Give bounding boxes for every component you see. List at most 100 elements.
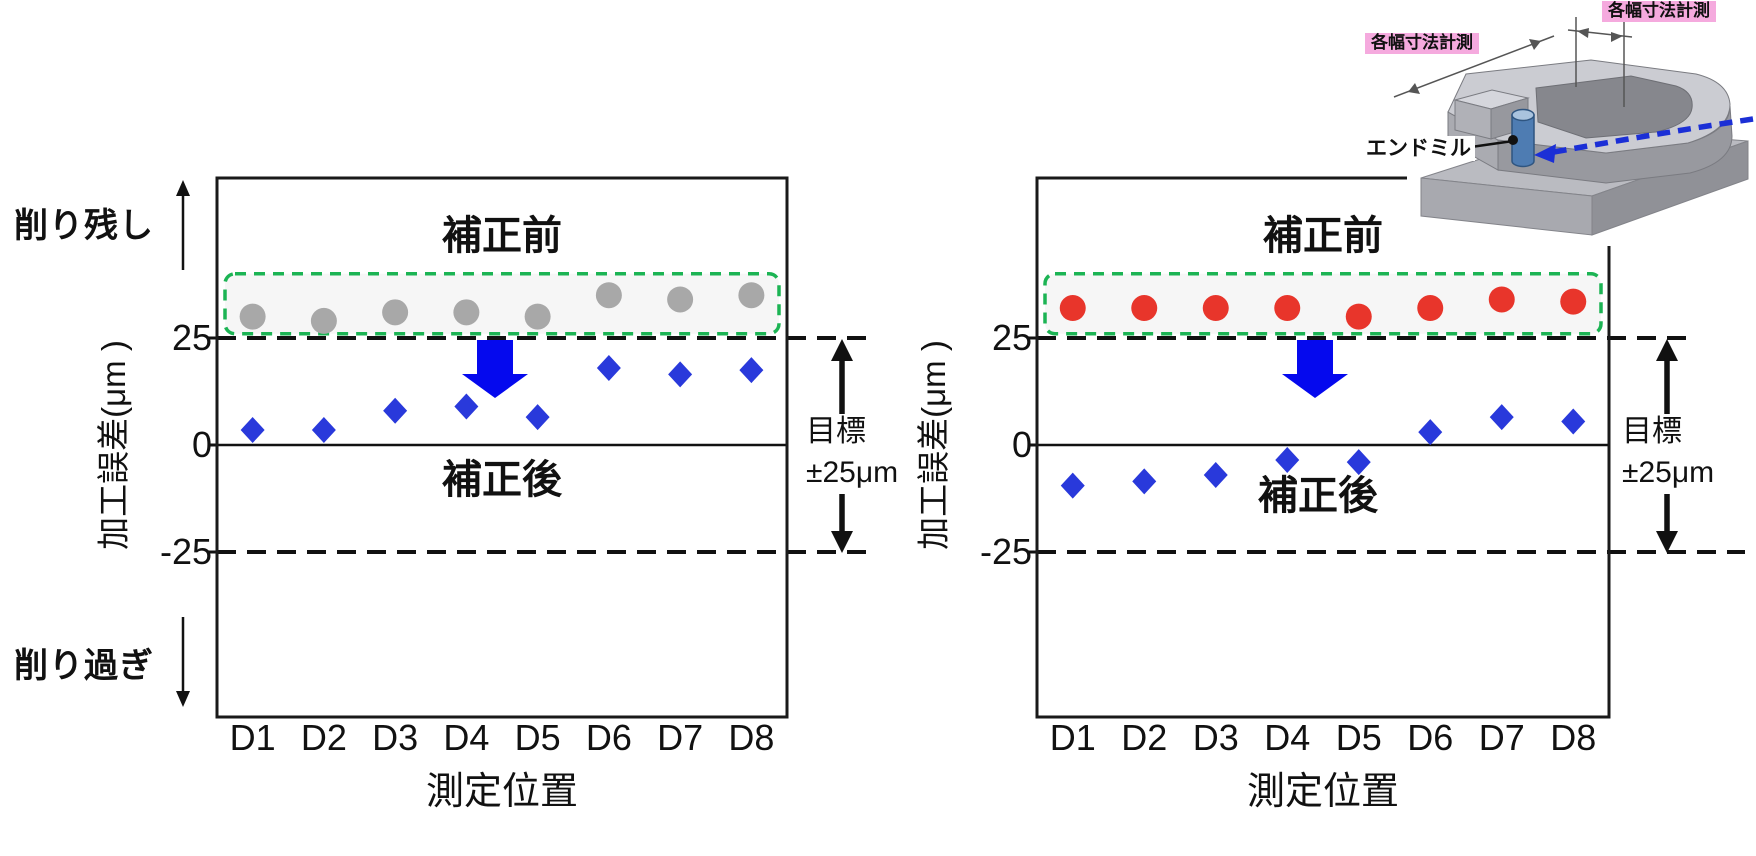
data-point-before-D4 [1274,295,1301,322]
data-point-after-D7 [668,361,693,388]
y-tick-label: 25 [992,317,1032,358]
target-arrowhead-down-icon [831,531,853,553]
x-tick-label: D4 [1264,717,1310,758]
data-point-after-D8 [1561,408,1586,435]
target-arrowhead-down-icon [1656,531,1678,553]
endmill-label: エンドミル [1362,136,1475,162]
x-tick-label: D8 [1550,717,1596,758]
x-tick-label: D1 [1050,717,1096,758]
dimension-arrowhead-left-end [1529,39,1541,50]
target-arrow-lower-shaft [1664,494,1670,534]
workpiece-3d-render [1393,10,1756,246]
data-point-before-D8 [738,282,765,309]
overcut-material-label: 削り過ぎ [14,647,154,685]
data-point-after-D6 [596,354,621,381]
plot-frame [215,176,789,719]
target-label-line2: ±25μm [806,456,898,489]
data-point-before-D7 [667,286,694,313]
uncut-arrowhead-up-icon [176,180,190,196]
target-label-line1: 目標 [1622,415,1682,448]
x-tick-label: D3 [1193,717,1239,758]
x-tick-label: D6 [1407,717,1453,758]
endmill-cylinder-top [1511,108,1535,122]
x-tick-label: D2 [1121,717,1167,758]
target-label-line1: 目標 [806,415,866,448]
x-tick-label: D3 [372,717,418,758]
chart-title-before: 補正前 [442,214,562,258]
overcut-arrowhead-down-icon [176,691,190,707]
target-arrowhead-up-icon [831,339,853,361]
target-arrow-upper-shaft [839,358,845,414]
y-tick-label: 25 [172,317,212,358]
data-point-before-D4 [453,299,480,326]
dimension-arrowhead-top-start [1577,28,1589,38]
endmill-leader-dot [1508,135,1518,145]
y-axis-title: 加工誤差(μm ) [915,340,952,550]
data-point-before-D8 [1560,288,1587,315]
dimension-arrowhead-top-end [1611,32,1623,42]
x-tick-label: D7 [657,717,703,758]
data-point-before-D7 [1488,286,1515,313]
data-point-before-D5 [1345,303,1372,330]
x-tick-label: D5 [515,717,561,758]
uncut-material-label: 削り残し [14,207,154,245]
dimension-label-top: 各幅寸法計測 [1602,1,1716,22]
chart-title-after: 補正後 [1258,474,1379,518]
plot-frame [1035,176,1611,719]
x-tick-label: D6 [586,717,632,758]
data-point-after-D1 [240,417,265,444]
highlight-box-before [223,272,781,336]
y-tick-label: -25 [980,531,1032,572]
x-tick-label: D5 [1336,717,1382,758]
y-tick-label: 0 [192,424,212,465]
target-arrow-lower-shaft [839,494,845,534]
highlight-box-before [1043,272,1603,336]
x-tick-label: D4 [443,717,489,758]
target-arrow-upper-shaft [1664,358,1670,414]
toolpath-arrowhead-icon [1534,144,1556,163]
data-point-after-D8 [739,357,764,384]
chart-title-after: 補正後 [442,458,563,502]
x-tick-label: D8 [728,717,774,758]
workpiece-illustration: 各幅寸法計測 各幅寸法計測 エンドミル [1236,0,1756,248]
x-axis-title: 測定位置 [1247,771,1399,813]
data-point-before-D6 [595,282,622,309]
dimension-arrowhead-left-start [1408,83,1420,94]
dimension-label-left: 各幅寸法計測 [1365,33,1479,54]
x-tick-label: D2 [301,717,347,758]
correction-arrow-icon [1282,340,1348,398]
data-point-before-D1 [239,303,266,330]
target-label-line2: ±25μm [1622,456,1714,489]
x-axis-title: 測定位置 [426,771,578,813]
data-point-before-D6 [1417,295,1444,322]
data-point-after-D3 [383,397,408,424]
data-point-after-D2 [1132,468,1157,495]
chart-title-before: 補正前 [1263,214,1383,258]
endmill-cylinder-body [1511,114,1535,168]
data-point-after-D6 [1418,419,1443,446]
data-point-after-D1 [1060,472,1085,499]
dimension-line-left [1393,35,1555,98]
x-tick-label: D7 [1479,717,1525,758]
y-tick-label: -25 [160,531,212,572]
data-point-before-D3 [1202,295,1229,322]
data-point-after-D5 [1346,449,1371,476]
x-tick-label: D1 [230,717,276,758]
data-point-before-D2 [1131,295,1158,322]
data-point-before-D1 [1059,295,1086,322]
data-point-before-D3 [382,299,409,326]
data-point-after-D7 [1489,404,1514,431]
y-axis-title: 加工誤差(μm ) [95,340,132,550]
y-tick-label: 0 [1012,424,1032,465]
correction-arrow-icon [462,340,528,398]
data-point-after-D4 [454,393,479,420]
toolpath-dashed-arrow [1547,116,1754,156]
data-point-after-D5 [525,404,550,431]
target-arrowhead-up-icon [1656,339,1678,361]
data-point-after-D2 [311,417,336,444]
data-point-before-D5 [524,303,551,330]
workpiece-pocket-floor [1535,75,1693,139]
data-point-after-D4 [1275,446,1300,473]
